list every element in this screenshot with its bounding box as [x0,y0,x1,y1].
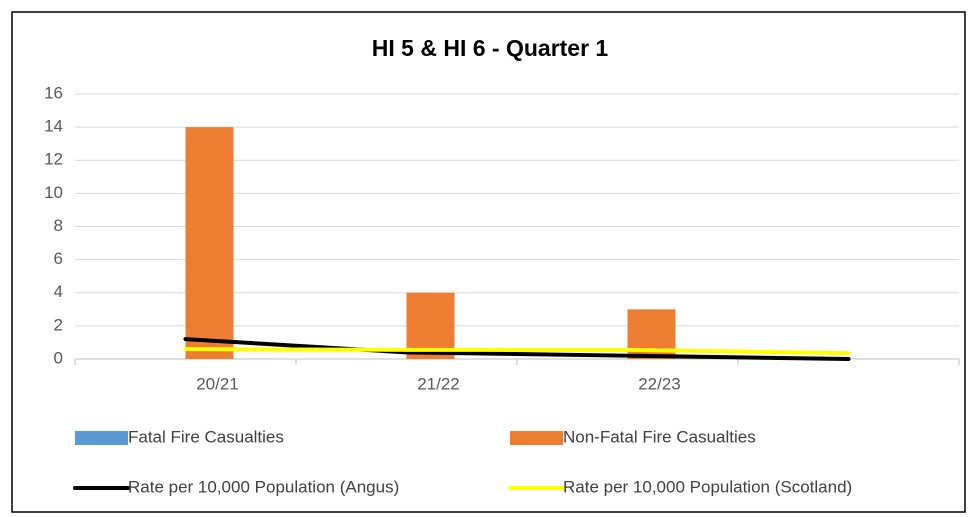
legend-swatch [75,431,128,445]
chart-border [11,11,966,513]
legend-label: Non-Fatal Fire Casualties [563,427,756,446]
x-tick-label: 20/21 [196,374,239,393]
y-tick-label: 0 [54,348,63,367]
legend-label: Rate per 10,000 Population (Scotland) [563,477,852,496]
line [183,337,851,361]
y-tick-label: 2 [54,315,63,334]
y-tick-label: 16 [44,83,63,102]
bar [185,127,234,359]
y-tick-label: 14 [44,117,63,136]
y-tick-label: 6 [54,249,63,268]
chart-title: HI 5 & HI 6 - Quarter 1 [372,35,609,61]
y-tick-label: 4 [54,282,63,301]
y-tick-label: 12 [44,150,63,169]
x-tick-label: 22/23 [638,374,681,393]
line [183,347,851,356]
legend-label: Rate per 10,000 Population (Angus) [128,477,399,496]
y-tick-label: 8 [54,216,63,235]
legend-swatch [510,431,563,445]
legend-label: Fatal Fire Casualties [128,427,284,446]
y-tick-label: 10 [44,183,63,202]
x-tick-label: 21/22 [417,374,460,393]
